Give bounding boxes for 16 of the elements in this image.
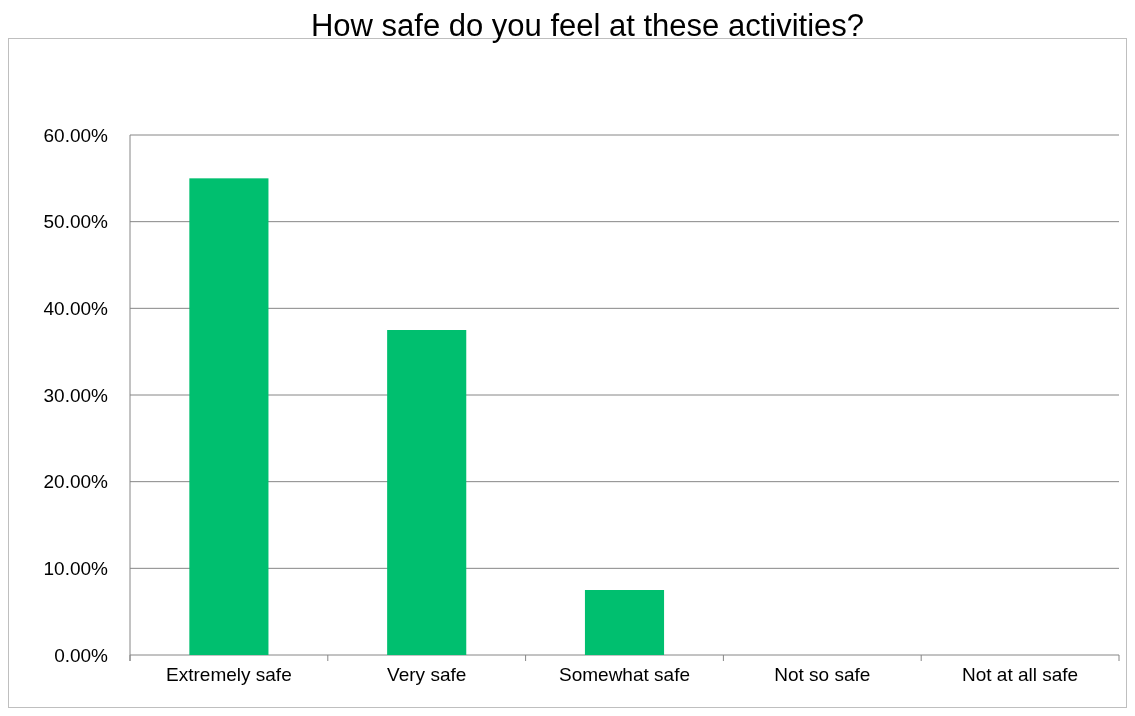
bar	[189, 178, 269, 655]
y-tick-label: 40.00%	[43, 297, 109, 319]
x-tick-label: Not at all safe	[962, 664, 1079, 685]
bar	[584, 590, 665, 655]
y-tick-label: 0.00%	[54, 644, 109, 666]
y-tick-label: 60.00%	[43, 124, 109, 146]
bar	[387, 330, 467, 655]
y-tick-label: 30.00%	[43, 384, 109, 406]
x-tick-label: Somewhat safe	[559, 664, 690, 685]
x-tick-label: Not so safe	[774, 664, 871, 685]
x-tick-label: Extremely safe	[166, 664, 292, 685]
chart-title: How safe do you feel at these activities?	[310, 8, 865, 43]
y-tick-label: 20.00%	[43, 471, 109, 493]
x-tick-label: Very safe	[387, 664, 467, 685]
y-tick-label: 10.00%	[43, 557, 109, 579]
y-tick-label: 50.00%	[43, 211, 109, 233]
